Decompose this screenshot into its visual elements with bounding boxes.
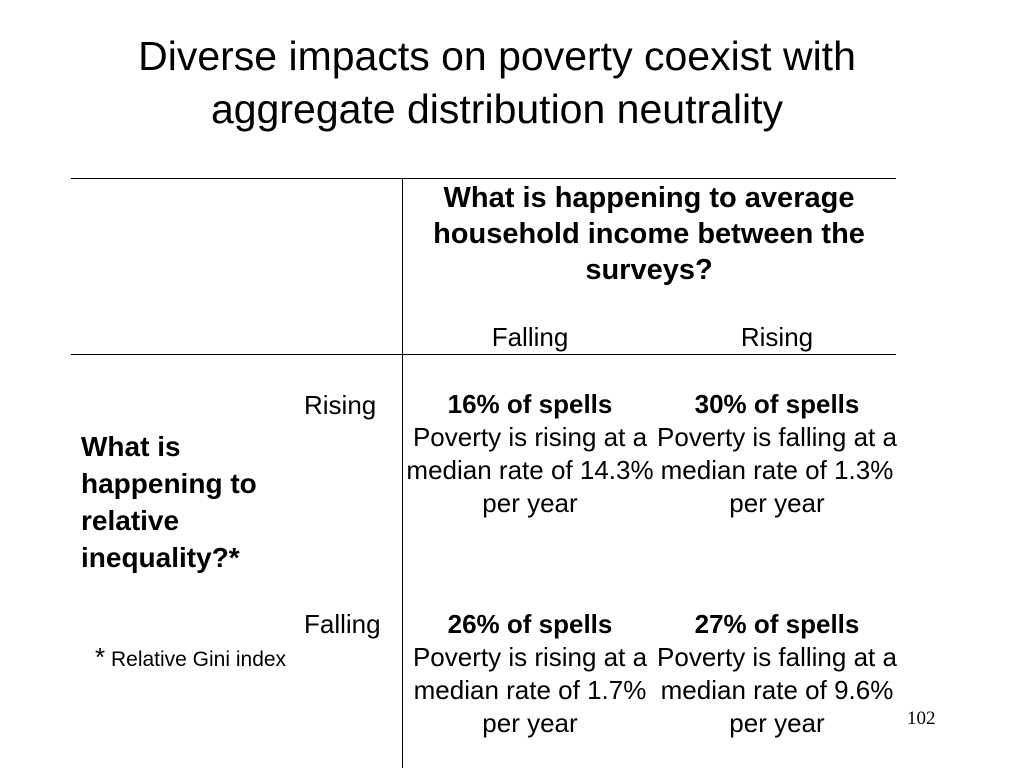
column-header-question: What is happening to average household i… — [433, 182, 865, 286]
cell-inequality-falling-income-rising: 27% of spells Poverty is falling at a me… — [653, 608, 901, 740]
footnote: * Relative Gini index — [95, 643, 295, 674]
row-label-rising: Rising — [304, 390, 377, 420]
table-top-rule — [71, 178, 896, 179]
cell-description: Poverty is falling at a median rate of 9… — [657, 642, 897, 738]
cell-share: 30% of spells — [694, 389, 860, 419]
column-label-rising: Rising — [740, 322, 814, 352]
column-label-falling: Falling — [491, 322, 569, 352]
footnote-marker: * — [95, 642, 106, 672]
cell-description: Poverty is falling at a median rate of 1… — [657, 422, 897, 518]
cell-description: Poverty is rising at a median rate of 14… — [406, 422, 654, 518]
cell-description: Poverty is rising at a median rate of 1.… — [412, 642, 648, 738]
cell-inequality-rising-income-falling: 16% of spells Poverty is rising at a med… — [406, 388, 654, 520]
slide-title: Diverse impacts on poverty coexist with … — [138, 33, 856, 132]
cell-inequality-falling-income-falling: 26% of spells Poverty is rising at a med… — [406, 608, 654, 740]
cell-share: 27% of spells — [694, 609, 860, 639]
row-label-falling: Falling — [304, 609, 381, 639]
table-column-divider — [402, 178, 403, 768]
table-header-rule — [71, 354, 896, 355]
row-header-question: What is happening to relative inequality… — [81, 431, 257, 573]
cell-share: 16% of spells — [447, 389, 613, 419]
cell-share: 26% of spells — [447, 609, 613, 639]
footnote-text: Relative Gini index — [110, 648, 287, 671]
page-number: 102 — [907, 708, 936, 729]
cell-inequality-rising-income-rising: 30% of spells Poverty is falling at a me… — [653, 388, 901, 520]
